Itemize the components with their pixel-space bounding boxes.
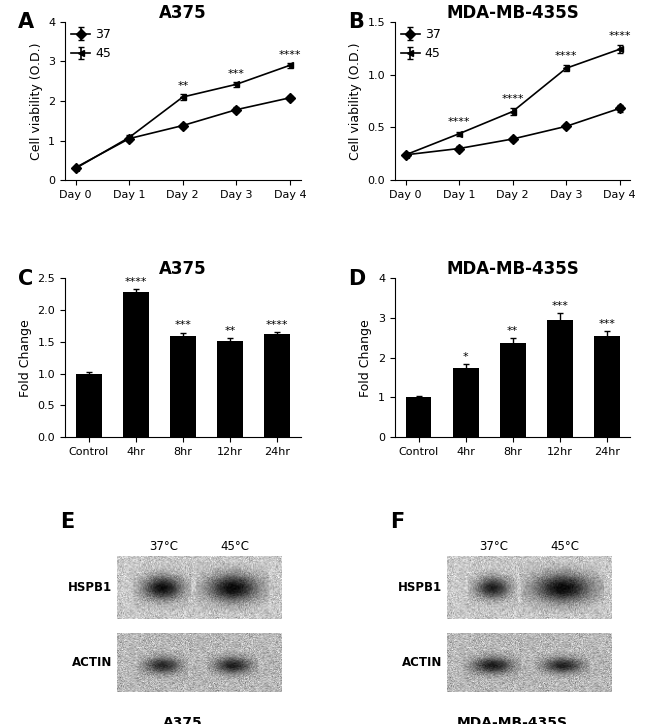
Text: ****: **** bbox=[555, 51, 577, 61]
Bar bbox=[75, 374, 101, 437]
Text: D: D bbox=[348, 269, 365, 289]
Text: HSPB1: HSPB1 bbox=[68, 581, 112, 594]
Bar bbox=[406, 397, 432, 437]
Bar bbox=[547, 320, 573, 437]
Title: A375: A375 bbox=[159, 4, 207, 22]
Bar bbox=[500, 342, 526, 437]
Y-axis label: Cell viability (O.D.): Cell viability (O.D.) bbox=[349, 42, 362, 160]
Text: F: F bbox=[390, 512, 404, 531]
Text: ACTIN: ACTIN bbox=[402, 656, 442, 669]
Text: ***: *** bbox=[551, 300, 568, 311]
Bar bbox=[452, 368, 478, 437]
Text: C: C bbox=[18, 269, 33, 289]
Text: ***: *** bbox=[599, 319, 616, 329]
Legend: 37, 45: 37, 45 bbox=[72, 28, 111, 60]
Text: B: B bbox=[348, 12, 363, 32]
Text: ***: *** bbox=[174, 321, 191, 330]
Bar bbox=[170, 335, 196, 437]
Text: HSPB1: HSPB1 bbox=[398, 581, 442, 594]
Text: ****: **** bbox=[608, 30, 631, 41]
Text: ****: **** bbox=[501, 94, 524, 104]
Text: A375: A375 bbox=[163, 717, 203, 724]
Text: 37°C: 37°C bbox=[150, 540, 179, 553]
Bar bbox=[264, 334, 290, 437]
Text: ****: **** bbox=[266, 320, 288, 330]
Title: MDA-MB-435S: MDA-MB-435S bbox=[447, 261, 579, 278]
Title: MDA-MB-435S: MDA-MB-435S bbox=[447, 4, 579, 22]
Bar bbox=[123, 292, 149, 437]
Text: ****: **** bbox=[125, 277, 147, 287]
Text: **: ** bbox=[507, 326, 518, 335]
Text: ****: **** bbox=[448, 117, 471, 127]
Text: **: ** bbox=[177, 81, 188, 91]
Text: **: ** bbox=[224, 326, 235, 335]
Text: E: E bbox=[60, 512, 75, 531]
Text: 37°C: 37°C bbox=[479, 540, 508, 553]
Text: MDA-MB-435S: MDA-MB-435S bbox=[457, 717, 568, 724]
Text: ***: *** bbox=[228, 70, 245, 79]
Bar bbox=[217, 340, 243, 437]
Y-axis label: Fold Change: Fold Change bbox=[19, 319, 32, 397]
Legend: 37, 45: 37, 45 bbox=[401, 28, 441, 60]
Text: ****: **** bbox=[279, 50, 301, 60]
Bar bbox=[594, 336, 620, 437]
Y-axis label: Cell viability (O.D.): Cell viability (O.D.) bbox=[30, 42, 43, 160]
Text: *: * bbox=[463, 352, 469, 362]
Text: A: A bbox=[18, 12, 34, 32]
Text: 45°C: 45°C bbox=[550, 540, 579, 553]
Text: ACTIN: ACTIN bbox=[72, 656, 112, 669]
Text: 45°C: 45°C bbox=[220, 540, 249, 553]
Title: A375: A375 bbox=[159, 261, 207, 278]
Y-axis label: Fold Change: Fold Change bbox=[359, 319, 372, 397]
